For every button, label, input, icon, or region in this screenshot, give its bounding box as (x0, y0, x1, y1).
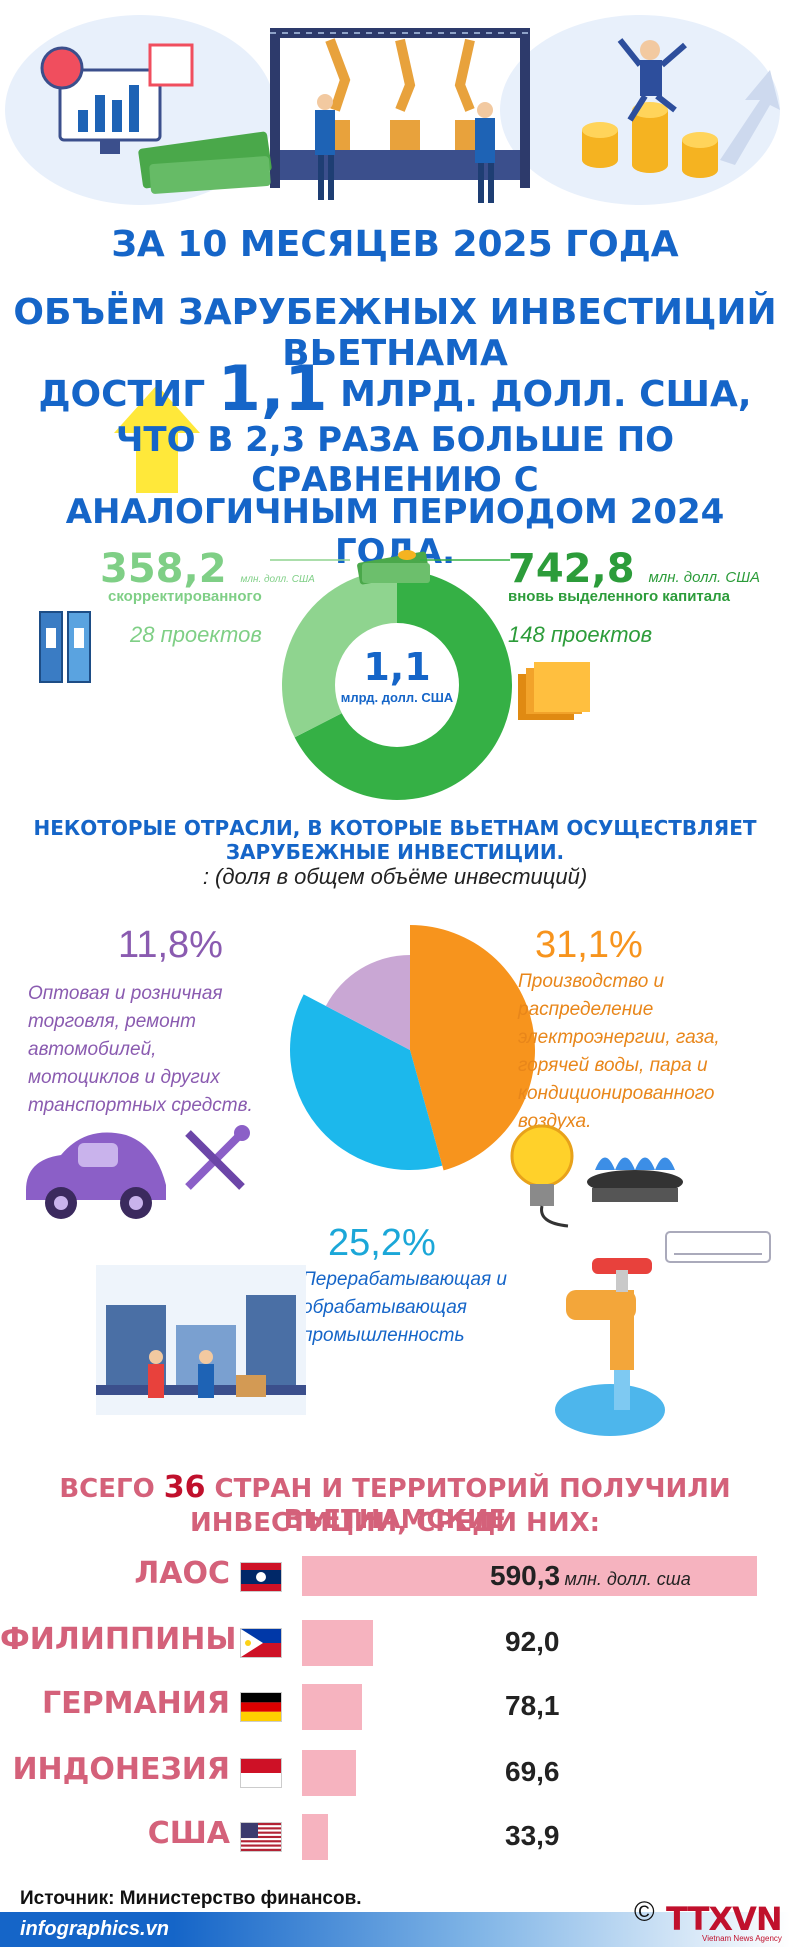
value-laos: 590,3 (490, 1560, 561, 1591)
adjusted-capital-unit: млн. долл. США (240, 574, 315, 585)
trade-label: Оптовая и розничная торговля, ремонт авт… (28, 983, 253, 1116)
usa-flag-icon (240, 1822, 282, 1852)
sector-pie-chart (290, 925, 536, 1171)
value-philippines: 92,0 (505, 1626, 560, 1657)
sectors-heading: НЕКОТОРЫЕ ОТРАСЛИ, В КОТОРЫЕ ВЬЕТНАМ ОСУ… (33, 816, 757, 864)
laos-value-group: 590,3 млн. долл. сша (490, 1560, 691, 1592)
country-name-usa: США (147, 1816, 230, 1851)
copyright-mark: © (634, 1896, 655, 1927)
donut-center-unit: млрд. долл. США (340, 690, 454, 705)
adjusted-capital-value: 358,2 (100, 546, 227, 592)
philippines-flag-icon (240, 1628, 282, 1658)
binders-icon (39, 611, 91, 683)
gas-burner-icon (587, 1157, 683, 1202)
country-name-philippines: ФИЛИППИНЫ (0, 1622, 237, 1657)
country-name-germany: ГЕРМАНИЯ (42, 1686, 230, 1721)
sector-slice-energy (410, 925, 536, 1171)
title-line-4: ЧТО В 2,3 РАЗА БОЛЬШЕ ПО СРАВНЕНИЮ С (115, 420, 675, 500)
title-line-3-pre: ДОСТИГ (38, 374, 218, 415)
new-capital-label: вновь выделенного капитала (508, 588, 730, 605)
germany-flag-icon (240, 1692, 282, 1722)
countries-heading-pre: ВСЕГО (59, 1474, 164, 1504)
up-arrow-icon (114, 385, 200, 493)
energy-label: Производство и распределение электроэнер… (518, 971, 720, 1132)
donut-right-value: 742,8 млн. долл. США (508, 546, 760, 592)
manufacturing-percent: 25,2% (328, 1222, 436, 1264)
manufacturing-label: Перерабатывающая и обрабатывающая промыш… (302, 1269, 507, 1346)
car-icon (26, 1132, 166, 1219)
adjusted-capital-label: скорректированного (108, 588, 262, 605)
new-projects: 148 проектов (508, 622, 653, 647)
folders-icon (518, 662, 590, 720)
faucet-icon (555, 1258, 665, 1436)
countries-heading-post: СТРАН И ТЕРРИТОРИЙ ПОЛУЧИЛИ ВЬЕТНАМСКИЕ (205, 1474, 731, 1535)
donut-hole (335, 623, 459, 747)
adjusted-projects: 28 проектов (130, 622, 262, 647)
bar-germany (302, 1684, 363, 1730)
bar-philippines (302, 1620, 373, 1666)
factory-workers-illustration (96, 1265, 306, 1415)
donut-chart (282, 570, 512, 800)
trade-percent: 11,8% (118, 924, 223, 966)
sector-slice-manufacturing (290, 994, 443, 1170)
money-stack-icon (357, 550, 430, 585)
air-conditioner-icon (665, 1231, 771, 1263)
laos-flag-icon (240, 1562, 282, 1592)
title-line-1: ЗА 10 МЕСЯЦЕВ 2025 ГОДА (111, 224, 679, 265)
country-name-indonesia: ИНДОНЕЗИЯ (12, 1752, 230, 1787)
donut-leader-lines (270, 559, 510, 561)
laos-unit: млн. долл. сша (564, 1569, 691, 1589)
light-bulb-icon (510, 1124, 574, 1228)
title-line-2: ОБЪЁМ ЗАРУБЕЖНЫХ ИНВЕСТИЦИЙ ВЬЕТНАМА (13, 292, 777, 374)
country-name-laos: ЛАОС (134, 1556, 230, 1591)
footer-bar (0, 1912, 790, 1947)
countries-heading: ВСЕГО 36 СТРАН И ТЕРРИТОРИЙ ПОЛУЧИЛИ ВЬЕ… (0, 1470, 790, 1535)
indonesia-flag-icon (240, 1758, 282, 1788)
brand-subtitle: Vietnam News Agency (702, 1934, 782, 1943)
bar-laos (302, 1556, 757, 1596)
sector-slice-trade (325, 955, 410, 1050)
header-illustration (0, 0, 790, 215)
bar-indonesia (302, 1750, 356, 1796)
title-line-3-post: МЛРД. ДОЛЛ. США, (327, 374, 752, 415)
new-capital-unit: млн. долл. США (648, 569, 761, 586)
tools-icon (185, 1125, 250, 1190)
brand-logo: TTXVN (666, 1900, 783, 1938)
new-capital-value: 742,8 (508, 546, 635, 592)
source-text: Источник: Министерство финансов. (20, 1888, 362, 1909)
countries-heading-line2: ИНВЕСТИЦИИ, СРЕДИ НИХ: (189, 1508, 601, 1538)
value-indonesia: 69,6 (505, 1756, 560, 1787)
donut-center-value: 1,1 (363, 645, 431, 689)
title-total-value: 1,1 (217, 352, 328, 425)
value-usa: 33,9 (505, 1820, 560, 1851)
countries-count: 36 (163, 1470, 206, 1505)
site-url: infographics.vn (20, 1918, 169, 1940)
value-germany: 78,1 (505, 1690, 560, 1721)
sectors-subheading: : (доля в общем объёме инвестиций) (202, 864, 588, 889)
bar-usa (302, 1814, 329, 1860)
energy-percent: 31,1% (535, 924, 643, 966)
title-line-3: ДОСТИГ 1,1 МЛРД. ДОЛЛ. США, (0, 352, 790, 425)
donut-left-value: 358,2 млн. долл. США (100, 546, 315, 592)
